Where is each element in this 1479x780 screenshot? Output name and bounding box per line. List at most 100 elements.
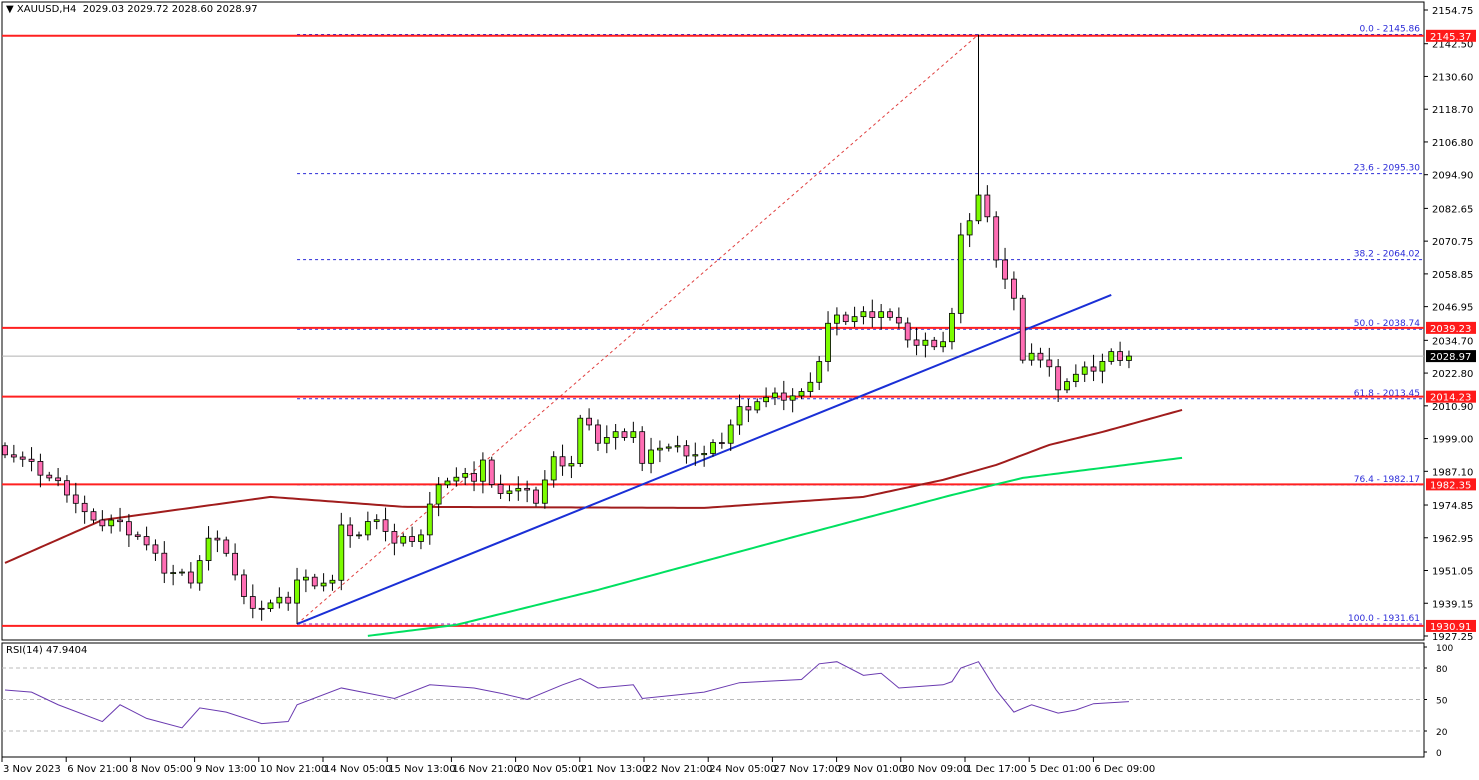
candle-body-bear bbox=[28, 458, 35, 462]
candle-body-bull bbox=[196, 560, 203, 584]
price-tick-label: 1999.00 bbox=[1432, 435, 1473, 446]
candle bbox=[435, 477, 442, 517]
rsi-tick-label: 80 bbox=[1436, 665, 1448, 675]
candle-body-bear bbox=[223, 539, 230, 554]
candle-body-bear bbox=[683, 445, 690, 457]
candle-body-bull bbox=[276, 596, 283, 604]
candle bbox=[736, 394, 743, 435]
price-tick-label: 1987.10 bbox=[1432, 467, 1473, 478]
rsi-panel[interactable] bbox=[1, 642, 1425, 758]
candle-body-bull bbox=[612, 431, 619, 438]
candle bbox=[497, 474, 504, 500]
candle-body-bull bbox=[1064, 381, 1070, 391]
current-price-badge-label: 2028.97 bbox=[1430, 352, 1471, 363]
candle bbox=[904, 317, 911, 348]
candle-body-bear bbox=[497, 484, 504, 494]
candle bbox=[718, 432, 725, 449]
main-plot-area[interactable]: 0.0 - 2145.86 23.6 - 2095.30 38.2 - 2064.0… bbox=[1, 1, 1425, 641]
candle-body-bear bbox=[1011, 278, 1017, 299]
fib-level-label: 76.4 - 1982.17 bbox=[1354, 475, 1420, 485]
price-tick-label: 1927.25 bbox=[1432, 632, 1473, 643]
candle-body-bear bbox=[488, 459, 495, 485]
candle bbox=[639, 426, 646, 472]
candle bbox=[1028, 343, 1035, 366]
candle bbox=[887, 308, 893, 321]
price-tick-label: 2154.75 bbox=[1432, 6, 1473, 17]
time-label: 30 Nov 09:00 bbox=[901, 764, 970, 775]
candle-body-bull bbox=[922, 339, 929, 346]
candle-body-bear bbox=[842, 314, 849, 323]
candle bbox=[763, 387, 769, 408]
candle-body-bear bbox=[904, 322, 911, 341]
candle bbox=[754, 398, 761, 414]
candle-body-bull bbox=[302, 576, 309, 581]
candle-body-bear bbox=[391, 531, 398, 544]
main-frame bbox=[1, 1, 1425, 641]
price-tick-label: 1939.15 bbox=[1432, 599, 1473, 610]
level-price-badge-label: 2145.37 bbox=[1430, 32, 1471, 43]
candle-body-bull bbox=[807, 381, 814, 392]
candle-body-bull bbox=[736, 406, 743, 426]
price-tick-label: 2022.80 bbox=[1432, 369, 1473, 380]
candle bbox=[665, 443, 672, 452]
fib-level-label: 100.0 - 1931.61 bbox=[1348, 614, 1420, 624]
candle bbox=[612, 423, 619, 450]
candle-body-bull bbox=[294, 579, 300, 604]
candle-body-bull bbox=[1081, 366, 1088, 375]
triangle-down-icon[interactable]: ▼ bbox=[6, 4, 14, 15]
candle-body-bull bbox=[356, 534, 362, 537]
candle-body-bull bbox=[444, 480, 451, 486]
candle-body-bear bbox=[471, 473, 477, 482]
candle-body-bull bbox=[763, 396, 769, 403]
candle bbox=[834, 307, 840, 336]
candle-body-bull bbox=[834, 314, 840, 324]
time-label: 6 Dec 09:00 bbox=[1094, 764, 1156, 775]
fib-diagonal-line[interactable] bbox=[296, 34, 979, 625]
candle bbox=[603, 425, 610, 454]
candle-body-bear bbox=[533, 489, 539, 504]
candle-body-bull bbox=[789, 395, 796, 401]
time-label: 10 Nov 21:00 bbox=[259, 764, 328, 775]
candle-body-bear bbox=[595, 424, 601, 444]
level-price-badge-label: 1982.35 bbox=[1430, 480, 1471, 491]
candle bbox=[479, 452, 486, 494]
time-label: 22 Nov 21:00 bbox=[645, 764, 713, 775]
candle-body-bear bbox=[586, 417, 592, 426]
candle bbox=[878, 304, 885, 330]
candle-body-bear bbox=[895, 316, 902, 324]
candle-body-bear bbox=[37, 461, 44, 476]
candle-body-bull bbox=[338, 524, 345, 581]
candle bbox=[10, 444, 17, 463]
level-price-badge-label: 1930.91 bbox=[1430, 622, 1471, 633]
candle-body-bull bbox=[1028, 352, 1035, 361]
candle bbox=[108, 514, 115, 534]
candle bbox=[1002, 247, 1008, 290]
candle bbox=[1090, 354, 1097, 382]
fib-level-label: 23.6 - 2095.30 bbox=[1354, 164, 1420, 174]
candle bbox=[816, 356, 823, 391]
candle-body-bull bbox=[179, 571, 185, 574]
candle bbox=[90, 508, 97, 524]
candle-body-bull bbox=[568, 463, 575, 467]
candle bbox=[648, 437, 654, 474]
price-tick-label: 2070.75 bbox=[1432, 237, 1473, 248]
candle-body-bear bbox=[745, 406, 752, 411]
candle bbox=[294, 567, 300, 625]
candle-body-bull bbox=[648, 449, 654, 464]
candle-body-bull bbox=[320, 582, 327, 587]
candle-body-bull bbox=[878, 311, 885, 318]
time-label: 27 Nov 17:00 bbox=[773, 764, 841, 775]
rsi-line bbox=[4, 661, 1129, 729]
candle bbox=[2, 442, 8, 459]
candle bbox=[674, 435, 681, 453]
candle-body-bull bbox=[267, 602, 274, 610]
candle-body-bull bbox=[577, 417, 584, 465]
candle bbox=[1046, 347, 1053, 377]
candle-body-bear bbox=[621, 431, 628, 438]
candle-body-bear bbox=[55, 477, 61, 482]
candle-body-bull bbox=[674, 445, 681, 448]
candle-body-bull bbox=[825, 322, 831, 362]
rsi-tick-label: 100 bbox=[1436, 644, 1453, 654]
candle-body-bear bbox=[241, 574, 247, 597]
